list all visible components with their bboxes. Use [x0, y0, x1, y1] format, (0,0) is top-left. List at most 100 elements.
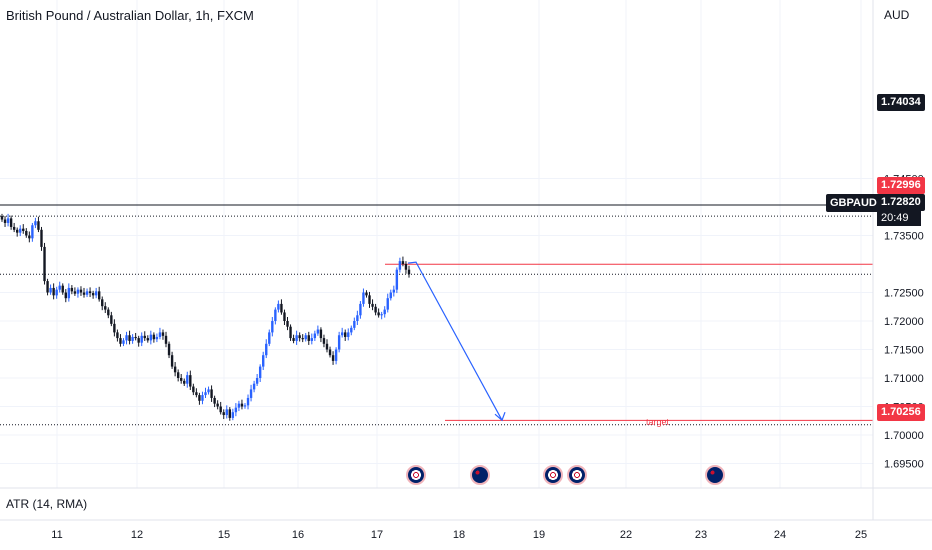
candle-body — [237, 403, 241, 408]
candle-body — [280, 303, 283, 313]
candle-body — [210, 389, 213, 398]
time-tick-label: 19 — [533, 529, 545, 541]
resistance-price-tag: 1.74034 — [877, 94, 925, 111]
candle-body — [88, 291, 92, 294]
candle-body — [110, 315, 113, 324]
candle-body — [371, 303, 374, 307]
bar-countdown: 20:49 — [877, 211, 921, 226]
candle-body — [398, 261, 402, 270]
candle-body — [0, 216, 4, 220]
candle-body — [186, 375, 189, 384]
candle-body — [255, 378, 259, 384]
price-tick-label: 1.72000 — [884, 316, 924, 328]
uk-flag-icon[interactable] — [567, 465, 587, 485]
candle-body — [161, 332, 165, 336]
time-tick-label: 12 — [131, 529, 143, 541]
current-price-tag: 1.72820 — [877, 194, 925, 211]
candle-body — [116, 332, 119, 339]
candle-body — [9, 218, 13, 227]
time-tick-label: 23 — [695, 529, 707, 541]
candle-body — [334, 349, 338, 361]
candle-body — [146, 338, 149, 341]
candle-body — [101, 299, 104, 307]
chart-grid — [0, 0, 873, 488]
candle-body — [82, 292, 86, 295]
uk-flag-icon[interactable] — [406, 465, 426, 485]
currency-label: AUD — [884, 8, 910, 22]
candle-body — [292, 338, 295, 341]
candle-body — [180, 378, 183, 381]
candle-body — [140, 335, 143, 343]
candle-body — [122, 340, 125, 344]
australia-flag-icon[interactable] — [470, 465, 490, 485]
candle-body — [274, 309, 277, 321]
candle-body — [213, 397, 216, 404]
price-tick-label: 1.73500 — [884, 231, 924, 243]
candle-body — [201, 395, 204, 401]
candle-body — [304, 335, 307, 340]
candle-body — [347, 332, 350, 337]
price-tick-label: 1.72500 — [884, 288, 924, 300]
time-tick-label: 22 — [620, 529, 632, 541]
candle-body — [368, 295, 371, 304]
candle-body — [353, 321, 356, 328]
candle-body — [325, 343, 329, 350]
candle-body — [164, 335, 168, 344]
time-tick-label: 17 — [371, 529, 383, 541]
candle-body — [28, 235, 31, 239]
candle-body — [219, 406, 222, 413]
candle-body — [52, 287, 55, 296]
arrow-head — [494, 411, 506, 422]
candle-body — [12, 226, 16, 230]
candle-body — [173, 366, 177, 373]
candle-body — [316, 329, 320, 334]
price-tick-label: 1.71500 — [884, 345, 924, 357]
time-axis: 11 12 15 16 17 18 19 22 23 24 25 — [51, 529, 867, 541]
time-tick-label: 15 — [218, 529, 230, 541]
australia-flag-icon[interactable] — [705, 465, 725, 485]
candle-body — [234, 407, 238, 413]
candle-body — [307, 335, 310, 341]
candle-body — [97, 291, 101, 300]
candle-body — [389, 292, 392, 299]
candle-body — [91, 293, 95, 296]
candle-body — [401, 261, 405, 264]
candle-body — [310, 338, 314, 341]
candle-body — [158, 332, 162, 337]
projection-arrow — [407, 261, 506, 422]
candle-body — [43, 246, 46, 282]
candle-body — [331, 355, 335, 361]
candle-body — [231, 412, 235, 418]
candle-body — [407, 269, 411, 275]
candle-body — [204, 392, 207, 396]
price-tick-label: 1.69500 — [884, 459, 924, 471]
indicator-label[interactable]: ATR (14, RMA) — [6, 497, 88, 511]
time-tick-label: 16 — [292, 529, 304, 541]
candle-body — [344, 332, 347, 337]
candle-body — [104, 306, 107, 310]
candle-body — [286, 321, 289, 327]
entry-price-tag: 1.72996 — [877, 177, 925, 194]
candle-body — [155, 336, 159, 340]
uk-flag-icon[interactable] — [543, 465, 563, 485]
price-tick-label: 1.71000 — [884, 373, 924, 385]
candle-body — [31, 225, 34, 239]
candle-body — [79, 289, 83, 293]
candle-body — [216, 403, 219, 407]
candle-body — [404, 264, 408, 270]
candle-body — [46, 281, 49, 293]
time-tick-label: 18 — [453, 529, 465, 541]
candle-body — [380, 314, 383, 316]
candle-body — [377, 312, 380, 316]
candle-body — [167, 343, 171, 356]
candle-body — [362, 292, 365, 304]
candle-body — [225, 409, 228, 416]
candle-body — [15, 229, 19, 233]
candle-body — [58, 285, 61, 290]
candle-body — [277, 303, 280, 310]
candle-body — [131, 336, 134, 341]
candle-body — [374, 306, 377, 313]
candle-body — [73, 291, 77, 294]
candle-body — [356, 315, 359, 321]
